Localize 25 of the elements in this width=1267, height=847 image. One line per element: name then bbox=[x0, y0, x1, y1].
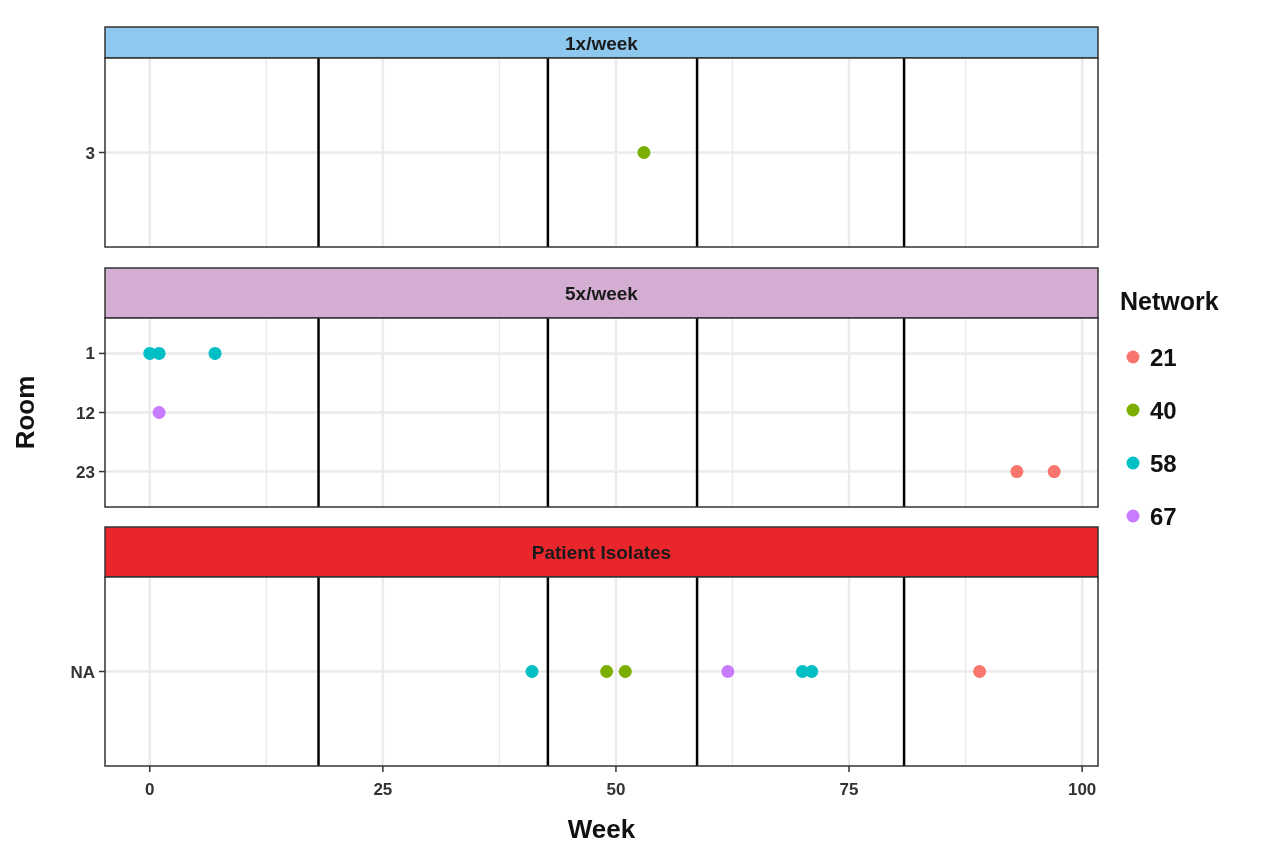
point bbox=[208, 346, 222, 360]
point bbox=[1010, 465, 1024, 479]
point bbox=[152, 346, 166, 360]
chart-title: 1x/week bbox=[565, 32, 639, 54]
point bbox=[1047, 465, 1061, 479]
legend-label: 21 bbox=[1150, 344, 1177, 371]
point bbox=[152, 406, 166, 419]
chart-title: Patient Isolates bbox=[531, 542, 672, 563]
y-tick-label: 23 bbox=[76, 462, 95, 482]
legend-title: Network bbox=[1120, 287, 1219, 315]
x-axis-title: Week bbox=[567, 814, 636, 844]
y-tick-label: NA bbox=[70, 662, 95, 682]
chart-title: 5x/week bbox=[565, 283, 639, 304]
legend-label: 40 bbox=[1150, 397, 1177, 424]
y-axis-title: Room bbox=[10, 375, 40, 450]
x-tick-label: 75 bbox=[839, 780, 859, 799]
y-tick-label: 12 bbox=[76, 403, 95, 423]
y-tick-label: 3 bbox=[85, 143, 95, 163]
y-tick-label: 1 bbox=[85, 344, 95, 364]
legend-label: 67 bbox=[1150, 503, 1177, 530]
x-tick-label: 100 bbox=[1067, 780, 1097, 799]
x-tick-label: 0 bbox=[145, 780, 155, 799]
x-tick-label: 25 bbox=[373, 780, 393, 799]
x-tick-label: 50 bbox=[606, 780, 626, 799]
legend-label: 58 bbox=[1150, 450, 1177, 477]
